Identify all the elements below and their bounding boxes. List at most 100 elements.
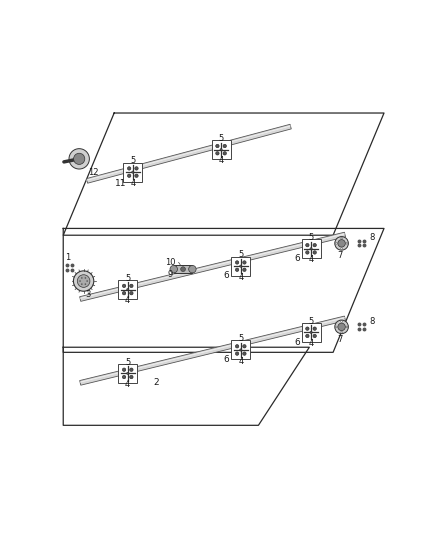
Circle shape (85, 277, 86, 279)
Bar (174, 265, 192, 273)
Circle shape (77, 274, 90, 287)
Circle shape (86, 280, 88, 282)
Circle shape (85, 284, 86, 285)
Text: 8: 8 (369, 233, 375, 243)
Circle shape (135, 167, 138, 170)
Circle shape (243, 268, 246, 271)
Text: 6: 6 (223, 355, 229, 364)
Circle shape (130, 284, 133, 288)
Circle shape (220, 149, 222, 151)
Circle shape (135, 174, 138, 177)
Bar (231, 256, 250, 276)
Circle shape (240, 265, 242, 267)
Circle shape (235, 344, 239, 348)
Text: 4: 4 (125, 296, 131, 305)
Text: 5: 5 (238, 251, 244, 260)
Circle shape (310, 248, 312, 250)
Circle shape (240, 349, 242, 351)
Circle shape (310, 331, 312, 334)
Circle shape (81, 284, 83, 285)
Circle shape (74, 271, 94, 291)
Circle shape (313, 327, 316, 330)
Circle shape (338, 323, 345, 330)
Circle shape (346, 243, 348, 244)
Circle shape (130, 375, 133, 379)
Circle shape (235, 352, 239, 356)
Bar (124, 163, 142, 182)
Circle shape (127, 174, 131, 177)
Circle shape (313, 244, 316, 247)
Circle shape (130, 368, 133, 372)
Text: 5: 5 (219, 134, 224, 143)
Text: 5: 5 (238, 334, 244, 343)
Polygon shape (80, 316, 346, 385)
Circle shape (336, 326, 337, 328)
Circle shape (181, 267, 185, 271)
Circle shape (122, 284, 126, 288)
Circle shape (235, 261, 239, 264)
Circle shape (81, 277, 83, 279)
Circle shape (223, 151, 226, 155)
Circle shape (122, 368, 126, 372)
Circle shape (132, 171, 134, 173)
Circle shape (215, 151, 219, 155)
Circle shape (235, 268, 239, 271)
Text: 4: 4 (238, 273, 244, 282)
Text: 5: 5 (125, 274, 131, 283)
Circle shape (223, 144, 226, 148)
Text: 7: 7 (337, 335, 343, 344)
Text: 6: 6 (223, 271, 229, 280)
Text: 10: 10 (165, 258, 175, 267)
Circle shape (127, 167, 131, 170)
Bar (301, 323, 321, 342)
Circle shape (170, 265, 177, 273)
Polygon shape (86, 124, 291, 183)
Text: 6: 6 (295, 254, 300, 263)
Circle shape (122, 292, 126, 295)
Bar (212, 140, 230, 159)
Circle shape (122, 375, 126, 379)
Text: 8: 8 (369, 317, 375, 326)
Text: 4: 4 (308, 255, 314, 264)
Circle shape (243, 352, 246, 356)
Text: 5: 5 (308, 317, 314, 326)
Circle shape (338, 240, 345, 247)
Bar (118, 364, 137, 383)
Circle shape (69, 149, 89, 169)
Circle shape (306, 251, 309, 254)
Text: 4: 4 (125, 380, 131, 389)
Text: 4: 4 (238, 357, 244, 366)
Circle shape (306, 334, 309, 338)
Circle shape (341, 332, 343, 333)
Text: 5: 5 (125, 358, 131, 367)
Circle shape (306, 327, 309, 330)
Circle shape (341, 321, 343, 322)
Circle shape (189, 265, 196, 273)
Text: 11: 11 (115, 179, 127, 188)
Circle shape (215, 144, 219, 148)
Circle shape (243, 261, 246, 264)
Text: 4: 4 (219, 156, 224, 165)
Text: 5: 5 (130, 156, 135, 165)
Text: 6: 6 (295, 338, 300, 347)
Text: 9: 9 (168, 270, 173, 279)
Polygon shape (80, 232, 346, 301)
Circle shape (127, 288, 129, 290)
Circle shape (341, 248, 343, 249)
Circle shape (74, 154, 85, 165)
Text: 7: 7 (337, 251, 343, 260)
Circle shape (313, 334, 316, 338)
Text: 4: 4 (308, 339, 314, 348)
Bar (118, 280, 137, 299)
Circle shape (346, 326, 348, 328)
Text: 12: 12 (88, 168, 99, 177)
Text: 3: 3 (85, 290, 90, 299)
Circle shape (79, 280, 81, 282)
Circle shape (341, 237, 343, 239)
Circle shape (127, 372, 129, 375)
Circle shape (306, 244, 309, 247)
Circle shape (335, 237, 348, 250)
Circle shape (336, 243, 337, 244)
Text: 4: 4 (130, 179, 135, 188)
Bar (231, 341, 250, 359)
